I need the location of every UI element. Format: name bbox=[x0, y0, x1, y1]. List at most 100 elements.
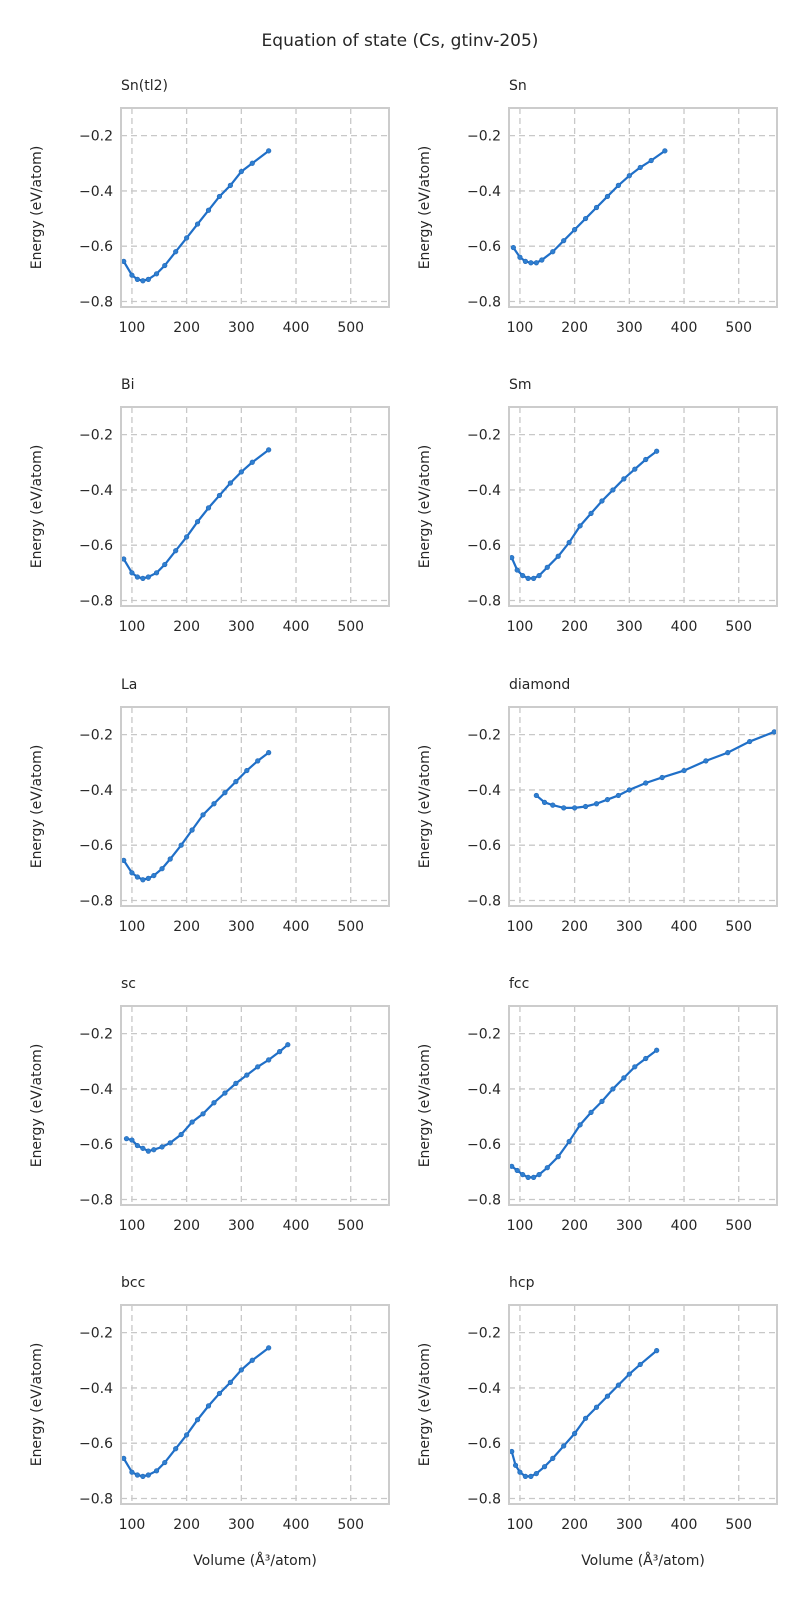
x-tick-label: 300 bbox=[616, 1517, 643, 1533]
data-point bbox=[140, 575, 146, 581]
series-line bbox=[510, 1349, 658, 1478]
data-point bbox=[194, 221, 201, 227]
data-point bbox=[610, 1086, 616, 1092]
data-point bbox=[129, 272, 135, 278]
data-point bbox=[134, 1142, 141, 1149]
x-tick-label: 300 bbox=[228, 1218, 255, 1234]
data-point bbox=[238, 469, 244, 475]
data-point bbox=[648, 157, 654, 164]
x-tick-label: 400 bbox=[671, 619, 698, 635]
data-point bbox=[153, 1468, 160, 1474]
x-tick-label: 200 bbox=[173, 1218, 200, 1234]
data-point bbox=[121, 1455, 127, 1461]
x-tick-label: 200 bbox=[561, 1218, 588, 1234]
data-point bbox=[129, 570, 135, 576]
data-point bbox=[662, 148, 668, 154]
data-point bbox=[129, 1137, 135, 1143]
data-point bbox=[681, 767, 687, 774]
data-point bbox=[134, 1472, 141, 1478]
plot-frame bbox=[508, 406, 778, 607]
plot-frame bbox=[508, 107, 778, 308]
data-point bbox=[266, 447, 272, 453]
subplot-title: Bi bbox=[121, 377, 135, 393]
data-point bbox=[184, 1432, 190, 1438]
data-point bbox=[509, 1163, 515, 1169]
data-point bbox=[632, 1064, 638, 1070]
data-point bbox=[255, 1064, 261, 1070]
data-point bbox=[205, 505, 212, 511]
data-point bbox=[593, 801, 600, 807]
data-point bbox=[140, 1473, 146, 1479]
y-tick-label: −0.2 bbox=[467, 728, 501, 744]
subplot-title: Sn(tl2) bbox=[121, 78, 168, 94]
plot-frame bbox=[120, 1304, 390, 1505]
plot-frame bbox=[120, 406, 390, 607]
data-point bbox=[610, 487, 616, 493]
y-axis-label: Energy (eV/atom) bbox=[417, 146, 433, 270]
x-tick-label: 100 bbox=[119, 919, 146, 935]
data-point bbox=[615, 792, 621, 799]
series-line bbox=[122, 1346, 270, 1478]
data-point bbox=[572, 227, 578, 233]
subplot-title: fcc bbox=[509, 976, 529, 992]
data-point bbox=[654, 448, 660, 454]
data-point bbox=[222, 1090, 228, 1096]
data-point bbox=[536, 572, 542, 579]
data-point bbox=[140, 278, 146, 284]
x-tick-label: 300 bbox=[616, 619, 643, 635]
data-point bbox=[654, 1047, 660, 1053]
subplot-3: Sm 100 200 300 400 500 −0.8 −0.6 −0.4 −0.2 Energy … bbox=[417, 377, 778, 635]
x-tick-label: 400 bbox=[283, 1517, 310, 1533]
subplot-title: sc bbox=[121, 976, 136, 992]
data-point bbox=[615, 1382, 621, 1388]
data-point bbox=[654, 1348, 660, 1354]
data-point bbox=[145, 276, 151, 282]
data-point bbox=[544, 564, 550, 570]
y-tick-label: −0.2 bbox=[467, 1027, 501, 1043]
data-point bbox=[621, 476, 627, 482]
data-point bbox=[140, 1145, 146, 1151]
y-tick-label: −0.2 bbox=[467, 1326, 501, 1342]
data-point bbox=[626, 1371, 632, 1377]
y-tick-label: −0.4 bbox=[467, 184, 501, 200]
data-point bbox=[517, 1469, 523, 1475]
x-tick-label: 300 bbox=[228, 320, 255, 336]
data-point bbox=[725, 750, 731, 756]
x-tick-label: 200 bbox=[561, 919, 588, 935]
data-point bbox=[632, 466, 638, 472]
data-point bbox=[510, 244, 516, 251]
data-point bbox=[194, 519, 201, 525]
y-tick-label: −0.4 bbox=[79, 1082, 113, 1098]
data-point bbox=[643, 1055, 649, 1062]
x-tick-label: 400 bbox=[283, 619, 310, 635]
data-point bbox=[173, 1446, 179, 1452]
plot-frame bbox=[508, 1005, 778, 1206]
data-point bbox=[561, 805, 567, 811]
data-point bbox=[561, 1443, 567, 1449]
data-point bbox=[162, 561, 168, 568]
data-point bbox=[129, 870, 135, 876]
y-tick-label: −0.8 bbox=[467, 593, 501, 609]
x-tick-label: 500 bbox=[337, 619, 364, 635]
data-point bbox=[173, 249, 179, 255]
data-point bbox=[588, 510, 594, 517]
data-point bbox=[550, 249, 556, 255]
x-tick-label: 300 bbox=[228, 619, 255, 635]
data-point bbox=[266, 1057, 272, 1063]
data-point bbox=[604, 193, 611, 200]
data-point bbox=[189, 827, 195, 833]
y-tick-label: −0.2 bbox=[79, 428, 113, 444]
data-point bbox=[153, 570, 160, 576]
data-point bbox=[533, 1470, 539, 1477]
y-tick-label: −0.2 bbox=[467, 129, 501, 145]
data-point bbox=[184, 235, 190, 241]
data-point bbox=[129, 1469, 135, 1475]
data-point bbox=[525, 1174, 531, 1180]
y-tick-label: −0.8 bbox=[467, 893, 501, 909]
data-point bbox=[599, 1098, 605, 1104]
data-point bbox=[233, 779, 239, 785]
y-tick-label: −0.4 bbox=[79, 184, 113, 200]
data-point bbox=[134, 276, 141, 282]
data-point bbox=[703, 758, 709, 764]
y-tick-label: −0.6 bbox=[79, 838, 113, 854]
